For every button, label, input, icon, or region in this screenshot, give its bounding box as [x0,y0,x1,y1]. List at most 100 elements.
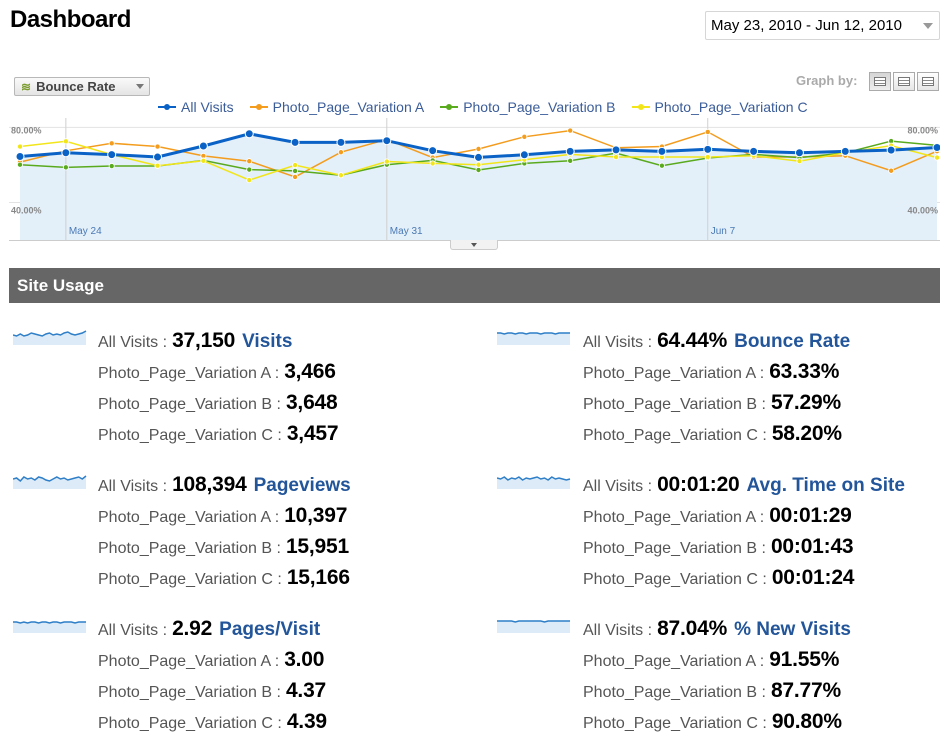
collapse-chart-toggle[interactable] [450,240,498,250]
data-point[interactable] [794,148,804,158]
metric-variation-row: Photo_Page_Variation C :15,166 [98,566,350,590]
data-point[interactable] [382,136,392,146]
data-point[interactable] [611,145,621,155]
date-range-selector[interactable]: May 23, 2010 - Jun 12, 2010 [705,11,940,40]
data-point[interactable] [15,151,25,161]
legend-label: Photo_Page_Variation B [463,99,616,115]
metric-value: 15,951 [285,535,349,558]
data-point[interactable] [246,177,253,184]
data-point[interactable] [888,167,895,174]
data-point[interactable] [61,148,71,158]
data-point[interactable] [154,162,161,169]
data-point[interactable] [521,133,528,140]
data-point[interactable] [704,128,711,135]
data-point[interactable] [244,129,254,139]
data-point[interactable] [429,160,436,167]
data-point[interactable] [154,143,161,150]
metric-segment-label: Photo_Page_Variation C : [98,715,282,732]
sparkline-area [13,331,86,345]
data-point[interactable] [246,166,253,173]
data-point[interactable] [292,167,299,174]
data-point[interactable] [475,161,482,168]
data-point[interactable] [108,163,115,170]
metric-name-link[interactable]: Pageviews [253,475,351,496]
metric-sparkline[interactable] [13,611,87,633]
data-point[interactable] [567,157,574,164]
metric-total-row: All Visits :00:01:20 Avg. Time on Site [583,473,905,497]
metric-value: 108,394 [172,473,247,496]
y-tick-label-left: 40.00% [11,205,42,215]
data-point[interactable] [16,161,23,168]
sparkline-line [497,332,570,335]
data-point[interactable] [840,146,850,156]
legend-item-variation-c[interactable]: Photo_Page_Variation C [631,99,808,115]
data-point[interactable] [336,137,346,147]
sparkline-line [497,476,571,481]
metric-variation-row: Photo_Page_Variation A :63.33% [583,360,839,384]
metric-name-link[interactable]: Avg. Time on Site [746,475,905,496]
data-point[interactable] [290,137,300,147]
data-point[interactable] [475,145,482,152]
data-point[interactable] [16,143,23,150]
metric-segment-label: All Visits : [98,622,168,639]
chevron-down-icon [923,23,933,29]
legend-item-all-visits[interactable]: All Visits [158,99,234,115]
metric-variation-row: Photo_Page_Variation B :00:01:43 [583,535,854,559]
sparkline-line [13,475,87,483]
data-point[interactable] [62,138,69,145]
data-point[interactable] [292,162,299,169]
metric-segment-label: Photo_Page_Variation B : [583,540,766,557]
metric-sparkline[interactable] [13,323,87,345]
data-point[interactable] [383,158,390,165]
data-point[interactable] [246,158,253,165]
metric-name-link[interactable]: Visits [242,331,293,352]
metric-sparkline[interactable] [497,611,571,633]
data-point[interactable] [198,141,208,151]
metric-sparkline[interactable] [497,467,571,489]
data-point[interactable] [519,150,529,160]
metric-sparkline[interactable] [13,467,87,489]
graph-by-day-button[interactable] [869,72,891,91]
metric-name-link[interactable]: Pages/Visit [219,619,321,640]
data-point[interactable] [62,164,69,171]
metric-total-row: All Visits :64.44% Bounce Rate [583,329,850,353]
data-point[interactable] [337,172,344,179]
data-point[interactable] [704,154,711,161]
data-point[interactable] [108,140,115,147]
data-point[interactable] [567,127,574,134]
data-point[interactable] [932,142,940,152]
data-point[interactable] [292,173,299,180]
metric-sparkline[interactable] [497,323,571,345]
chart-legend: All Visits Photo_Page_Variation A Photo_… [158,99,808,115]
sparkline-line [13,330,87,337]
data-point[interactable] [658,162,665,169]
metric-name-link[interactable]: Bounce Rate [734,331,851,352]
metric-value: 00:01:24 [771,566,855,589]
metric-variation-row: Photo_Page_Variation A :3,466 [98,360,336,384]
data-point[interactable] [565,146,575,156]
data-point[interactable] [657,146,667,156]
metric-segment-label: Photo_Page_Variation B : [98,540,281,557]
data-point[interactable] [749,146,759,156]
data-point[interactable] [796,158,803,165]
data-point[interactable] [934,154,940,161]
data-point[interactable] [428,146,438,156]
graph-by-week-button[interactable] [893,72,915,91]
legend-item-variation-b[interactable]: Photo_Page_Variation B [440,99,616,115]
data-point[interactable] [153,152,163,162]
data-point[interactable] [703,144,713,154]
graph-by-month-button[interactable] [917,72,939,91]
metric-name-link[interactable]: % New Visits [734,619,851,640]
data-point[interactable] [475,166,482,173]
data-point[interactable] [107,150,117,160]
data-point[interactable] [200,157,207,164]
bounce-rate-chart[interactable]: May 24 May 31 Jun 7 80.00% 80.00% 40.00% 40.00… [9,118,940,243]
data-point[interactable] [337,149,344,156]
data-point[interactable] [474,152,483,162]
graph-metric-dropdown[interactable]: ≋ Bounce Rate [14,77,150,96]
data-point[interactable] [886,145,896,155]
metric-segment-label: Photo_Page_Variation A : [583,365,765,382]
data-point[interactable] [613,154,620,161]
metric-variation-row: Photo_Page_Variation B :4.37 [98,679,326,703]
legend-item-variation-a[interactable]: Photo_Page_Variation A [249,99,424,115]
